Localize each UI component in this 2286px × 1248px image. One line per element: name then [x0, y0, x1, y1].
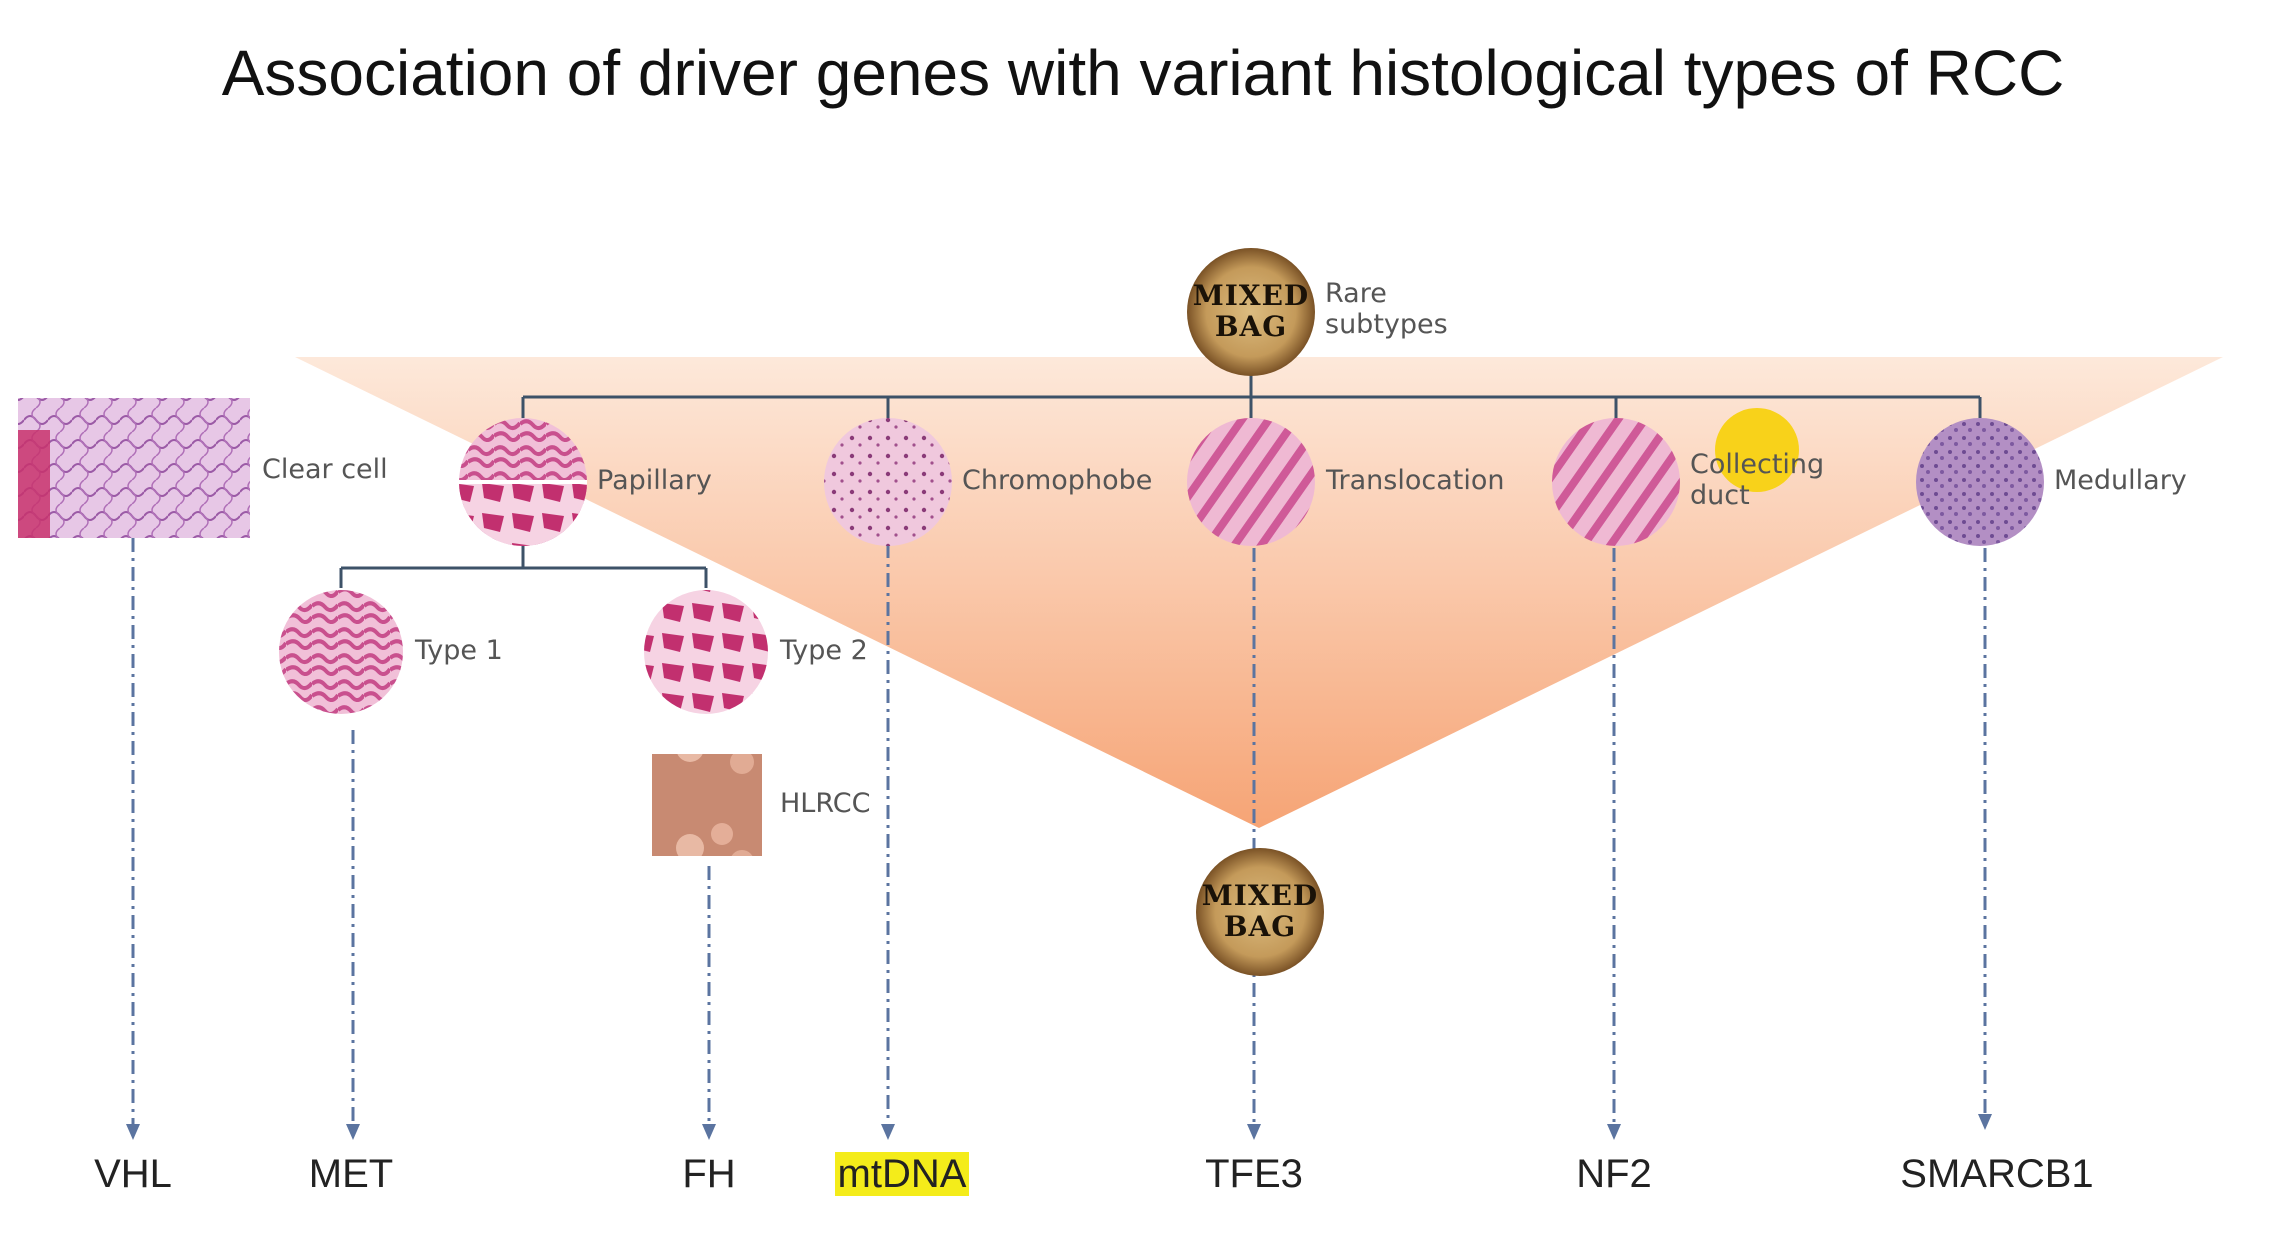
- papillary-label: Papillary: [597, 465, 712, 496]
- rare-subtypes-line1: Rare: [1325, 278, 1387, 309]
- type2-image: [644, 590, 768, 714]
- mixed-bag-bottom-text: MIXED BAG: [1180, 880, 1340, 942]
- clear-cell-image: [18, 398, 250, 538]
- collecting-duct-line1: Collecting: [1690, 449, 1825, 480]
- type1-image: [279, 590, 403, 714]
- translocation-label: Translocation: [1326, 465, 1505, 496]
- papillary-image-lower: [459, 482, 587, 546]
- collecting-duct-line2: duct: [1690, 480, 1750, 511]
- medullary-image: [1916, 418, 2044, 546]
- mixed-bag-top-line1: MIXED: [1192, 279, 1310, 312]
- gene-fh: FH: [682, 1152, 736, 1196]
- mixed-bag-top-text: MIXED BAG: [1171, 280, 1331, 342]
- mixed-bag-bottom-line2: BAG: [1223, 910, 1297, 943]
- type2-label: Type 2: [780, 635, 868, 666]
- collecting-duct-label: Collecting duct: [1690, 449, 1824, 511]
- hlrcc-image: [652, 754, 762, 856]
- gene-smarcb1: SMARCB1: [1900, 1152, 2094, 1196]
- mixed-bag-top-line2: BAG: [1214, 310, 1288, 343]
- diagram-title: Association of driver genes with variant…: [221, 37, 2065, 109]
- collecting-duct-image: [1552, 418, 1680, 546]
- gene-vhl: VHL: [94, 1152, 172, 1196]
- chromophobe-label: Chromophobe: [962, 465, 1153, 496]
- mixed-bag-bottom-line1: MIXED: [1201, 879, 1319, 912]
- gene-arrows: [131, 538, 1987, 1128]
- gene-met: MET: [308, 1152, 394, 1196]
- chromophobe-image: [824, 418, 952, 546]
- gene-nf2: NF2: [1576, 1152, 1652, 1196]
- mixed-bag-badge-bottom: [1196, 848, 1324, 976]
- clear-cell-image-blood: [18, 430, 50, 538]
- gene-tfe3: TFE3: [1205, 1152, 1303, 1196]
- type1-label: Type 1: [415, 635, 503, 666]
- mixed-bag-badge-top: [1187, 248, 1315, 376]
- hlrcc-label: HLRCC: [780, 788, 871, 819]
- rare-subtypes-line2: subtypes: [1325, 309, 1448, 340]
- gene-mtdna: mtDNA: [782, 1146, 1022, 1202]
- medullary-label: Medullary: [2054, 465, 2187, 496]
- highlight-dot: [1715, 408, 1799, 492]
- clear-cell-label: Clear cell: [262, 454, 388, 485]
- subtype-tree-lines: [339, 374, 1982, 588]
- rare-subtypes-label: Rare subtypes: [1325, 278, 1448, 340]
- translocation-image: [1187, 418, 1315, 546]
- arrow-heads: [126, 1114, 1992, 1140]
